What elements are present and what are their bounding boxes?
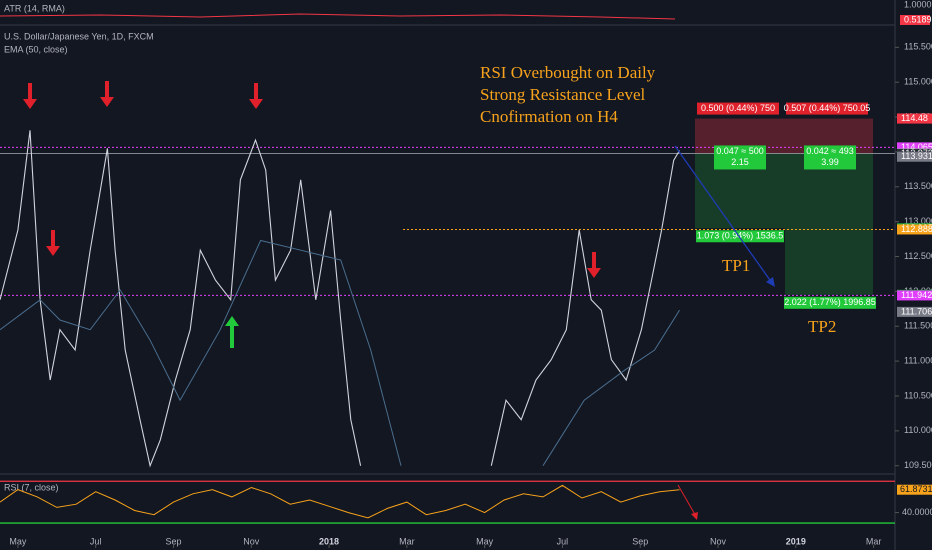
annotation: Strong Resistance Level — [480, 85, 646, 104]
series-line — [542, 309, 680, 466]
down-arrow — [100, 81, 114, 107]
price-tag-label: 114.065 — [901, 142, 932, 152]
rsi-tag — [897, 484, 932, 495]
y-tick-label: 40.0000 — [902, 507, 932, 517]
price-tag-label: 111.942 — [901, 290, 932, 300]
ratio-label: 0.047 ≈ 500 — [716, 146, 763, 156]
up-arrow — [225, 316, 239, 348]
price-tag — [897, 113, 932, 124]
y-tick-label: 111.500 — [904, 321, 932, 331]
tp-label: TP1 — [722, 256, 750, 275]
ratio-label: 0.042 ≈ 493 — [806, 146, 853, 156]
projection-arrow — [674, 145, 773, 284]
rsi-title: RSI (7, close) — [4, 482, 59, 492]
y-tick-label: 110.500 — [904, 390, 932, 400]
ratio-label: 2.15 — [731, 157, 749, 167]
y-tick-label: 110.000 — [904, 425, 932, 435]
position-label: 0.500 (0.44%) 750 — [701, 103, 775, 113]
rsi-arrow-head — [691, 512, 698, 520]
ratio-bg — [804, 145, 856, 170]
atr-tick: 1.0000 — [904, 0, 932, 9]
price-tag — [897, 151, 932, 162]
y-tick-label: 111.000 — [904, 355, 932, 365]
position-label-bg — [784, 296, 876, 309]
price-tag — [897, 306, 932, 317]
projection-arrow-head — [766, 277, 775, 287]
series-line — [0, 130, 362, 468]
position-label-bg — [786, 102, 868, 115]
price-tag-label: 114.48 — [901, 113, 928, 123]
series-line — [0, 239, 402, 466]
plot-layer: 109.500110.000110.500111.000111.500112.0… — [0, 42, 932, 548]
position-label-bg — [697, 102, 779, 115]
x-tick-label: Nov — [710, 536, 727, 546]
x-tick-label: Jul — [90, 536, 102, 546]
rsi-arrow — [677, 484, 698, 519]
position-label: 1.073 (0.94%) 1536.5 — [697, 231, 784, 241]
down-arrow — [46, 230, 60, 256]
x-tick-label: Sep — [632, 536, 648, 546]
x-tick-label: Jul — [557, 536, 569, 546]
x-tick-label: Nov — [243, 536, 260, 546]
series-line — [0, 484, 680, 519]
x-tick-label: 2018 — [319, 536, 339, 546]
down-arrow — [587, 252, 601, 278]
rsi-tag-label: 61.8731 — [900, 484, 932, 494]
position-label: 2.022 (1.77%) 1996.85 — [784, 297, 876, 307]
y-tick-label: 109.500 — [904, 460, 932, 470]
x-tick-label: May — [9, 536, 27, 546]
x-tick-label: 2019 — [786, 536, 806, 546]
price-tag-label: 112.888 — [901, 224, 932, 234]
chart-title: U.S. Dollar/Japanese Yen, 1D, FXCM — [4, 31, 154, 41]
atr-label: ATR (14, RMA) — [4, 3, 65, 13]
annotation: Cnofirmation on H4 — [480, 107, 618, 126]
y-tick-label: 115.500 — [904, 42, 932, 52]
price-tag — [897, 224, 932, 235]
y-tick-label: 113.000 — [904, 216, 932, 226]
price-tag-label: 111.706 — [901, 306, 932, 316]
price-tag — [897, 142, 932, 153]
price-tag-label: 113.931 — [901, 151, 932, 161]
x-tick-label: Mar — [866, 536, 882, 546]
target-zone — [785, 153, 873, 295]
y-tick-label: 113.500 — [904, 181, 932, 191]
down-arrow — [23, 83, 37, 109]
x-tick-label: Sep — [165, 536, 181, 546]
series-line — [490, 150, 680, 466]
annotation: RSI Overbought on Daily — [480, 63, 656, 82]
ratio-bg — [714, 145, 766, 170]
price-tag — [897, 290, 932, 301]
x-tick-label: May — [476, 536, 494, 546]
tp-label: TP2 — [808, 317, 836, 336]
position-label: 0.507 (0.44%) 750.05 — [784, 103, 871, 113]
ema-legend: EMA (50, close) — [4, 44, 68, 54]
ratio-label: 3.99 — [821, 157, 839, 167]
y-tick-label: 115.000 — [904, 77, 932, 87]
atr-tick: 0.5189 — [904, 14, 932, 24]
arrows — [23, 81, 601, 348]
atr-line — [0, 13, 676, 20]
x-tick-label: Mar — [399, 536, 415, 546]
down-arrow — [249, 83, 263, 109]
y-tick-label: 112.500 — [904, 251, 932, 261]
position-label-bg — [696, 230, 784, 243]
atr-tag — [900, 15, 930, 25]
